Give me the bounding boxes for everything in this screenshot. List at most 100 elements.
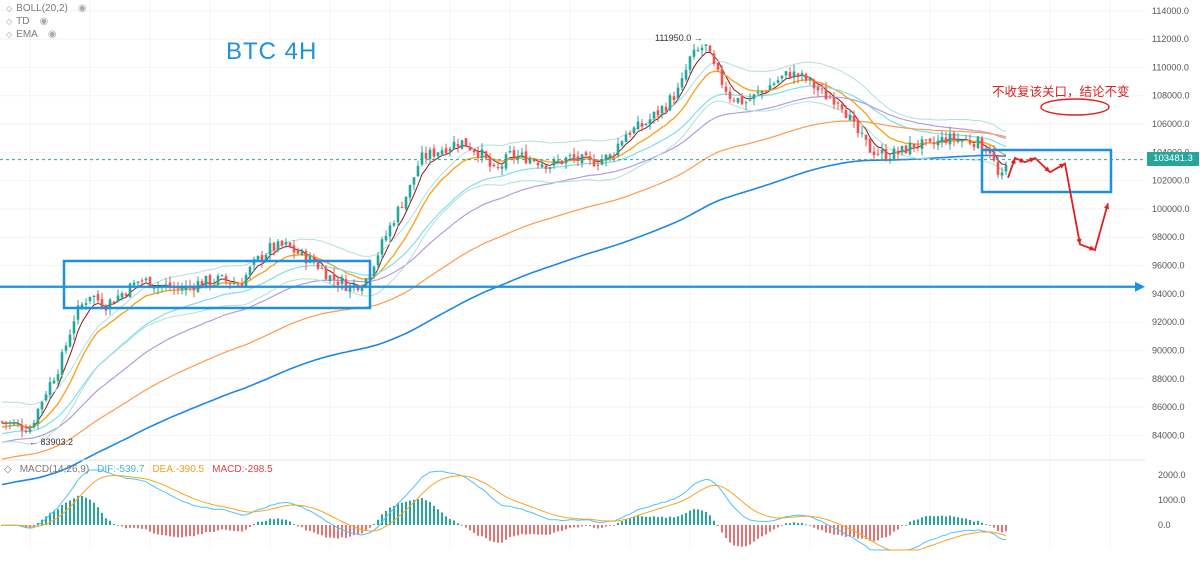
candle-body — [764, 91, 768, 93]
candle-body — [472, 150, 476, 153]
macd-histogram-bar — [665, 517, 667, 525]
eye-icon[interactable]: ◉ — [77, 3, 87, 14]
macd-histogram-bar — [105, 518, 107, 525]
macd-histogram-bar — [449, 519, 451, 525]
candle-body — [504, 154, 508, 169]
macd-histogram-bar — [693, 509, 695, 525]
candle-body — [212, 283, 216, 285]
macd-histogram-bar — [209, 525, 211, 533]
macd-histogram-bar — [753, 525, 755, 542]
candle-body — [948, 133, 952, 145]
macd-histogram-bar — [441, 512, 443, 525]
candle-body — [844, 110, 848, 119]
candle-body — [116, 295, 120, 302]
candle-body — [8, 422, 12, 424]
macd-histogram-bar — [901, 525, 903, 527]
macd-histogram-bar — [477, 525, 479, 536]
macd-histogram-bar — [881, 525, 883, 538]
candle-body — [112, 301, 116, 304]
legend-ema[interactable]: ◇ EMA ◉ — [6, 29, 57, 40]
candle-body — [272, 242, 276, 251]
macd-histogram-bar — [429, 501, 431, 525]
macd-histogram-bar — [993, 525, 995, 528]
candle-body — [316, 262, 320, 269]
candle-body — [348, 285, 352, 292]
macd-histogram-bar — [285, 519, 287, 525]
candle-body — [748, 99, 752, 101]
macd-histogram-bar — [653, 516, 655, 525]
candle-body — [352, 284, 356, 287]
legend-td[interactable]: ◇ TD ◉ — [6, 16, 49, 27]
y-tick-label: 110000.0 — [1152, 62, 1189, 72]
candle-body — [104, 309, 108, 311]
caret-icon: ◇ — [6, 4, 13, 13]
macd-histogram-bar — [965, 518, 967, 525]
macd-histogram-bar — [841, 525, 843, 536]
candle-body — [592, 159, 596, 167]
candle-body — [884, 149, 888, 161]
macd-histogram-bar — [445, 516, 447, 525]
candle-body — [996, 161, 1000, 175]
macd-histogram-bar — [945, 516, 947, 525]
macd-histogram-bar — [501, 525, 503, 543]
boll-upper-line — [1, 60, 1007, 406]
macd-histogram-bar — [1005, 525, 1007, 532]
candle-body — [744, 102, 748, 104]
macd-histogram-bar — [909, 521, 911, 525]
macd-histogram-bar — [245, 525, 247, 530]
macd-histogram-bar — [121, 525, 123, 527]
macd-histogram-bar — [749, 525, 751, 545]
candle-body — [808, 78, 812, 80]
macd-histogram-bar — [293, 524, 295, 525]
candle-body — [128, 283, 132, 298]
macd-histogram-bar — [677, 516, 679, 525]
macd-histogram-bar — [177, 525, 179, 538]
macd-histogram-bar — [905, 524, 907, 526]
macd-histogram-bar — [709, 515, 711, 525]
candle-body — [376, 255, 380, 266]
macd-histogram-bar — [761, 525, 763, 537]
candle-body — [732, 100, 736, 102]
macd-histogram-bar — [101, 512, 103, 525]
annotation-ellipse — [1040, 98, 1110, 116]
candle-body — [92, 295, 96, 298]
macd-histogram-bar — [505, 525, 507, 540]
target-zone-box — [980, 148, 1113, 194]
candle-body — [136, 281, 140, 284]
candle-body — [564, 157, 568, 164]
legend-boll[interactable]: ◇ BOLL(20,2) ◉ — [6, 3, 87, 14]
macd-histogram-bar — [725, 525, 727, 539]
candle-body — [616, 143, 620, 156]
candle-body — [428, 149, 432, 160]
macd-dif: DIF:-539.7 — [97, 464, 145, 475]
macd-histogram-bar — [593, 525, 595, 528]
macd-histogram-bar — [553, 525, 555, 533]
candle-body — [624, 134, 628, 143]
candle-body — [792, 71, 796, 78]
macd-histogram-bar — [605, 525, 607, 527]
macd-histogram-bar — [181, 525, 183, 538]
candle-body — [604, 154, 608, 161]
candle-body — [492, 164, 496, 167]
forecast-arrowhead-icon — [1089, 245, 1095, 251]
candle-body — [168, 282, 172, 289]
candle-body — [404, 196, 408, 209]
candle-body — [436, 152, 440, 157]
macd-histogram-bar — [349, 525, 351, 537]
forecast-path — [1007, 156, 1109, 252]
eye-icon[interactable]: ◉ — [39, 16, 49, 27]
candle-body — [324, 268, 328, 280]
candle-body — [452, 141, 456, 150]
candle-body — [240, 283, 244, 286]
support-arrow-icon — [1135, 281, 1145, 292]
macd-histogram-bar — [529, 525, 531, 535]
macd-histogram-bar — [473, 525, 475, 533]
macd-histogram-bar — [453, 520, 455, 525]
candle-body — [752, 94, 756, 100]
macd-histogram-bar — [545, 525, 547, 535]
macd-histogram-bar — [357, 525, 359, 535]
candle-body — [832, 97, 836, 105]
eye-icon[interactable]: ◉ — [47, 29, 57, 40]
macd-histogram-bar — [1001, 525, 1003, 533]
